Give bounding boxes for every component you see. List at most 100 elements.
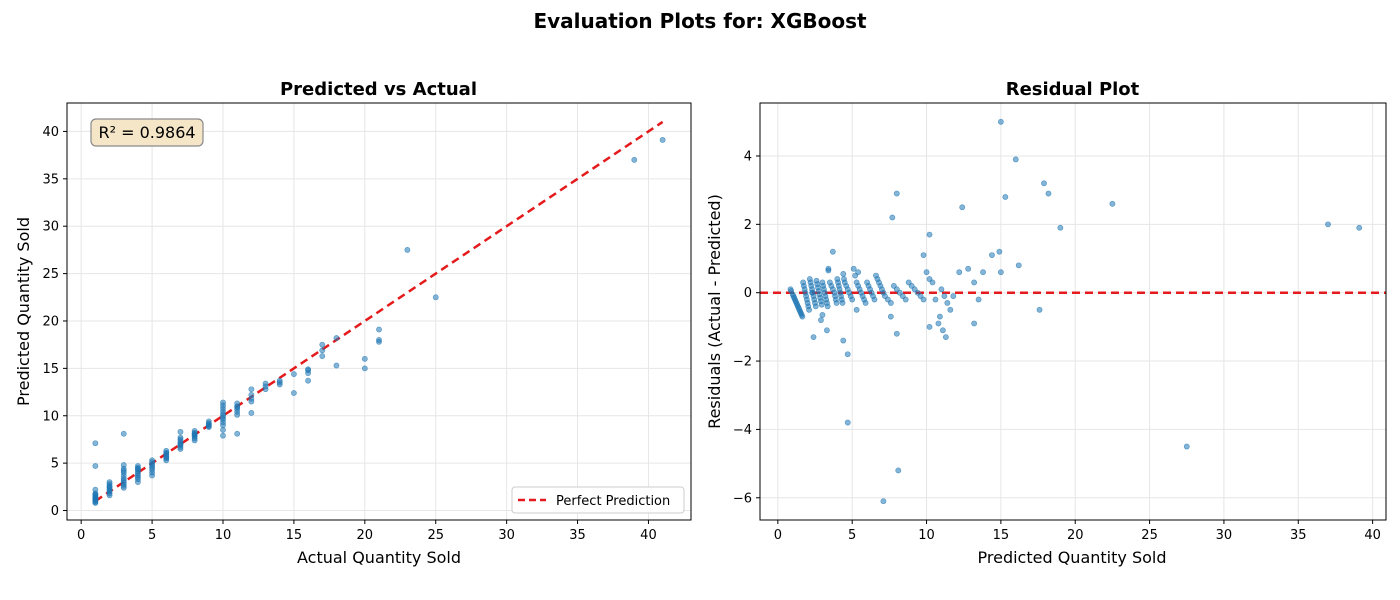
data-point: [248, 410, 255, 416]
data-point: [799, 313, 806, 320]
data-point: [404, 246, 411, 253]
data-point: [840, 337, 847, 344]
data-point: [862, 300, 869, 306]
data-point: [177, 441, 184, 448]
data-point: [234, 411, 241, 418]
data-point: [840, 271, 847, 277]
data-point: [853, 306, 860, 313]
x-tick-label: 35: [1290, 528, 1307, 543]
x-tick-label: 25: [427, 528, 444, 543]
x-tick-label: 30: [1216, 528, 1233, 543]
data-points: [787, 118, 1363, 505]
data-point: [971, 279, 978, 286]
data-point: [361, 365, 368, 372]
y-axis-ticks: −6 −4 −2 0 2 4: [733, 149, 760, 506]
data-point: [305, 377, 311, 384]
data-point: [923, 269, 930, 276]
x-tick-label: 0: [774, 528, 782, 543]
y-tick-label: 4: [744, 149, 752, 164]
data-point: [871, 296, 878, 303]
y-tick-label: 40: [42, 125, 59, 140]
predicted-vs-actual-chart: Predicted vs Actual 0 5 10 15 20 25 30 35 40 0 5 1…: [14, 79, 692, 567]
x-tick-label: 20: [1067, 528, 1084, 543]
data-point: [234, 430, 241, 437]
reference-line-layer: [94, 120, 664, 503]
perfect-prediction-line: [94, 120, 664, 503]
data-point: [887, 313, 894, 320]
data-point: [844, 351, 851, 358]
data-point: [938, 286, 945, 293]
data-point: [1045, 190, 1052, 197]
data-point: [1183, 443, 1190, 450]
data-point: [947, 306, 954, 313]
data-point: [1012, 156, 1019, 163]
x-axis-label: Predicted Quantity Sold: [978, 548, 1167, 567]
data-point: [833, 300, 840, 306]
data-point: [376, 326, 382, 333]
x-axis-label: Actual Quantity Sold: [297, 548, 461, 567]
data-point: [305, 370, 311, 377]
data-point: [205, 423, 212, 430]
x-tick-label: 40: [1364, 528, 1381, 543]
data-point: [120, 467, 127, 474]
x-tick-label: 20: [357, 528, 374, 543]
data-point: [92, 463, 99, 469]
data-point: [361, 355, 368, 362]
y-tick-label: 0: [744, 286, 752, 301]
data-point: [824, 303, 831, 310]
data-point: [135, 479, 141, 485]
data-point: [980, 269, 986, 276]
y-tick-label: 30: [42, 220, 59, 235]
x-tick-label: 15: [286, 528, 303, 543]
data-points: [92, 137, 666, 506]
data-point: [810, 334, 817, 341]
y-axis-ticks: 0 5 10 15 20 25 30 35 40: [42, 125, 67, 519]
y-tick-label: 20: [42, 314, 59, 329]
data-point: [220, 422, 226, 429]
data-point: [319, 353, 326, 359]
data-point: [844, 419, 851, 426]
data-point: [902, 296, 909, 303]
data-point: [291, 371, 297, 377]
data-point: [106, 487, 113, 494]
data-point: [920, 252, 927, 259]
data-point: [895, 467, 902, 474]
data-point: [276, 377, 283, 384]
data-point: [935, 320, 942, 327]
x-axis-ticks: 0 5 10 15 20 25 30 35 40: [774, 520, 1381, 543]
data-point: [855, 269, 862, 276]
data-point: [106, 492, 113, 499]
data-point: [850, 265, 857, 272]
data-point: [806, 306, 812, 313]
data-point: [959, 204, 966, 211]
data-point: [880, 498, 887, 505]
data-point: [177, 446, 184, 452]
data-point: [1109, 200, 1116, 207]
data-point: [191, 437, 198, 444]
data-point: [1041, 180, 1047, 187]
r2-annotation: R² = 0.9864: [90, 118, 204, 147]
plot-area: [760, 103, 1386, 520]
data-point: [333, 362, 340, 369]
legend-entry-perfect-prediction: Perfect Prediction: [556, 494, 670, 509]
data-point: [818, 301, 825, 308]
y-tick-label: 15: [42, 362, 59, 377]
y-tick-label: −4: [733, 423, 752, 438]
y-tick-label: 5: [51, 457, 59, 472]
data-point: [92, 495, 99, 502]
data-point: [120, 430, 127, 437]
data-point: [839, 300, 846, 306]
y-tick-label: 10: [42, 409, 59, 424]
data-point: [149, 472, 155, 479]
data-point: [975, 296, 982, 303]
data-point: [809, 289, 815, 296]
data-point: [262, 386, 269, 393]
residual-plot-chart: Residual Plot 0 5 10 15 20 25 30 35 40 −6 −4 −2 0 2 4…: [705, 79, 1387, 567]
x-tick-label: 5: [148, 528, 156, 543]
data-point: [941, 293, 948, 300]
x-tick-label: 40: [640, 528, 657, 543]
y-tick-label: −6: [733, 491, 752, 506]
data-point: [950, 293, 957, 300]
y-tick-label: −2: [733, 355, 752, 370]
